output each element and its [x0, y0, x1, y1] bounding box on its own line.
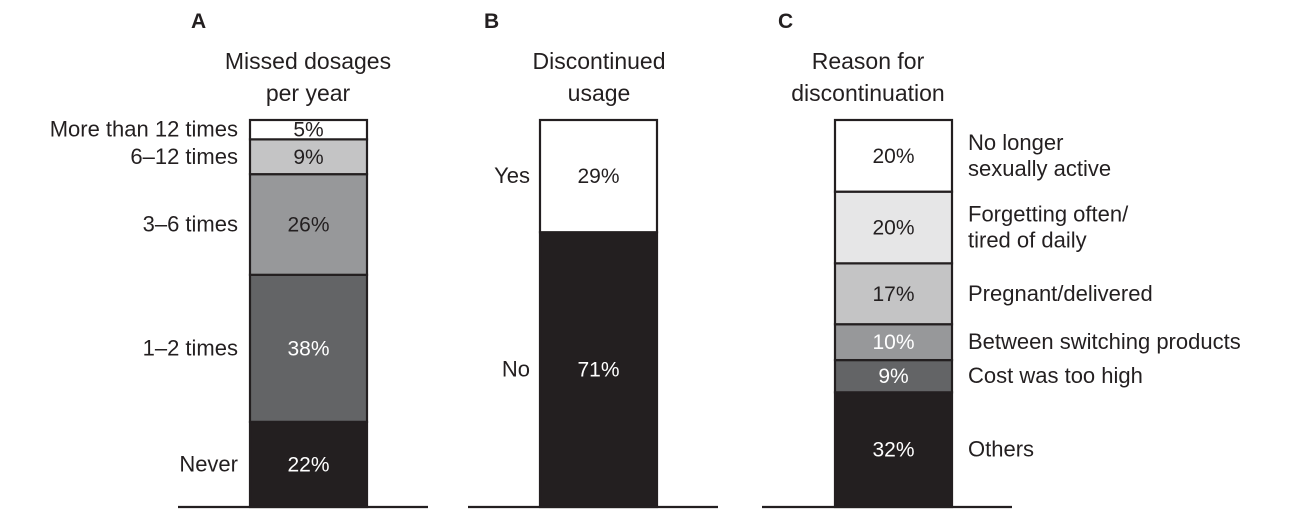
value-label: 17% [872, 283, 914, 306]
value-label: 20% [872, 217, 914, 240]
value-label: 22% [287, 453, 329, 476]
category-label: 6–12 times [130, 144, 238, 169]
panel-title-line: usage [568, 80, 631, 106]
value-label: 29% [577, 165, 619, 188]
bar-segment [833, 118, 954, 193]
panel-title-line: discontinuation [791, 80, 944, 106]
panel-label: C [778, 10, 793, 33]
panel-title-line: per year [266, 80, 351, 106]
category-label: No longer [968, 130, 1063, 155]
panel-label: B [484, 10, 499, 33]
value-label: 38% [287, 337, 329, 360]
bar-segment [833, 358, 954, 394]
panel-title-line: Discontinued [533, 48, 666, 74]
value-label: 26% [287, 213, 329, 236]
category-label: 3–6 times [143, 211, 238, 236]
category-label: sexually active [968, 156, 1111, 181]
chart-panel-a: A Missed dosages per year 22% Never 38% 1–2 ti… [50, 10, 428, 509]
panel-title-line: Reason for [812, 48, 925, 74]
category-label: 1–2 times [143, 335, 238, 360]
category-label: Pregnant/delivered [968, 281, 1153, 306]
bar-segment [248, 138, 369, 176]
value-label: 20% [872, 145, 914, 168]
value-label: 9% [878, 365, 908, 388]
category-label: More than 12 times [50, 117, 238, 142]
category-label: Others [968, 437, 1034, 462]
bar-segment [248, 118, 369, 141]
bar-segment [248, 273, 369, 423]
category-label: No [502, 357, 530, 382]
bar-segment [248, 420, 369, 509]
panel-label: A [191, 10, 206, 33]
bar-segment [833, 391, 954, 509]
value-label: 71% [577, 359, 619, 382]
panel-title-line: Missed dosages [225, 48, 391, 74]
value-label: 5% [293, 119, 323, 142]
chart-panel-b: B Discontinued usage 71% No 29% Yes [468, 10, 718, 509]
bar-segment [833, 262, 954, 326]
value-label: 9% [293, 146, 323, 169]
bar-segment [538, 118, 659, 234]
category-label: Never [179, 451, 238, 476]
category-label: tired of daily [968, 228, 1087, 253]
value-label: 32% [872, 439, 914, 462]
value-label: 10% [872, 331, 914, 354]
category-label: Cost was too high [968, 363, 1143, 388]
category-label: Between switching products [968, 329, 1241, 354]
bar-segment [538, 231, 659, 509]
chart-panel-c: C Reason for discontinuation 32% Others 9% Cos… [762, 10, 1241, 509]
bar-segment [833, 323, 954, 362]
category-label: Forgetting often/ [968, 202, 1129, 227]
category-label: Yes [494, 163, 530, 188]
